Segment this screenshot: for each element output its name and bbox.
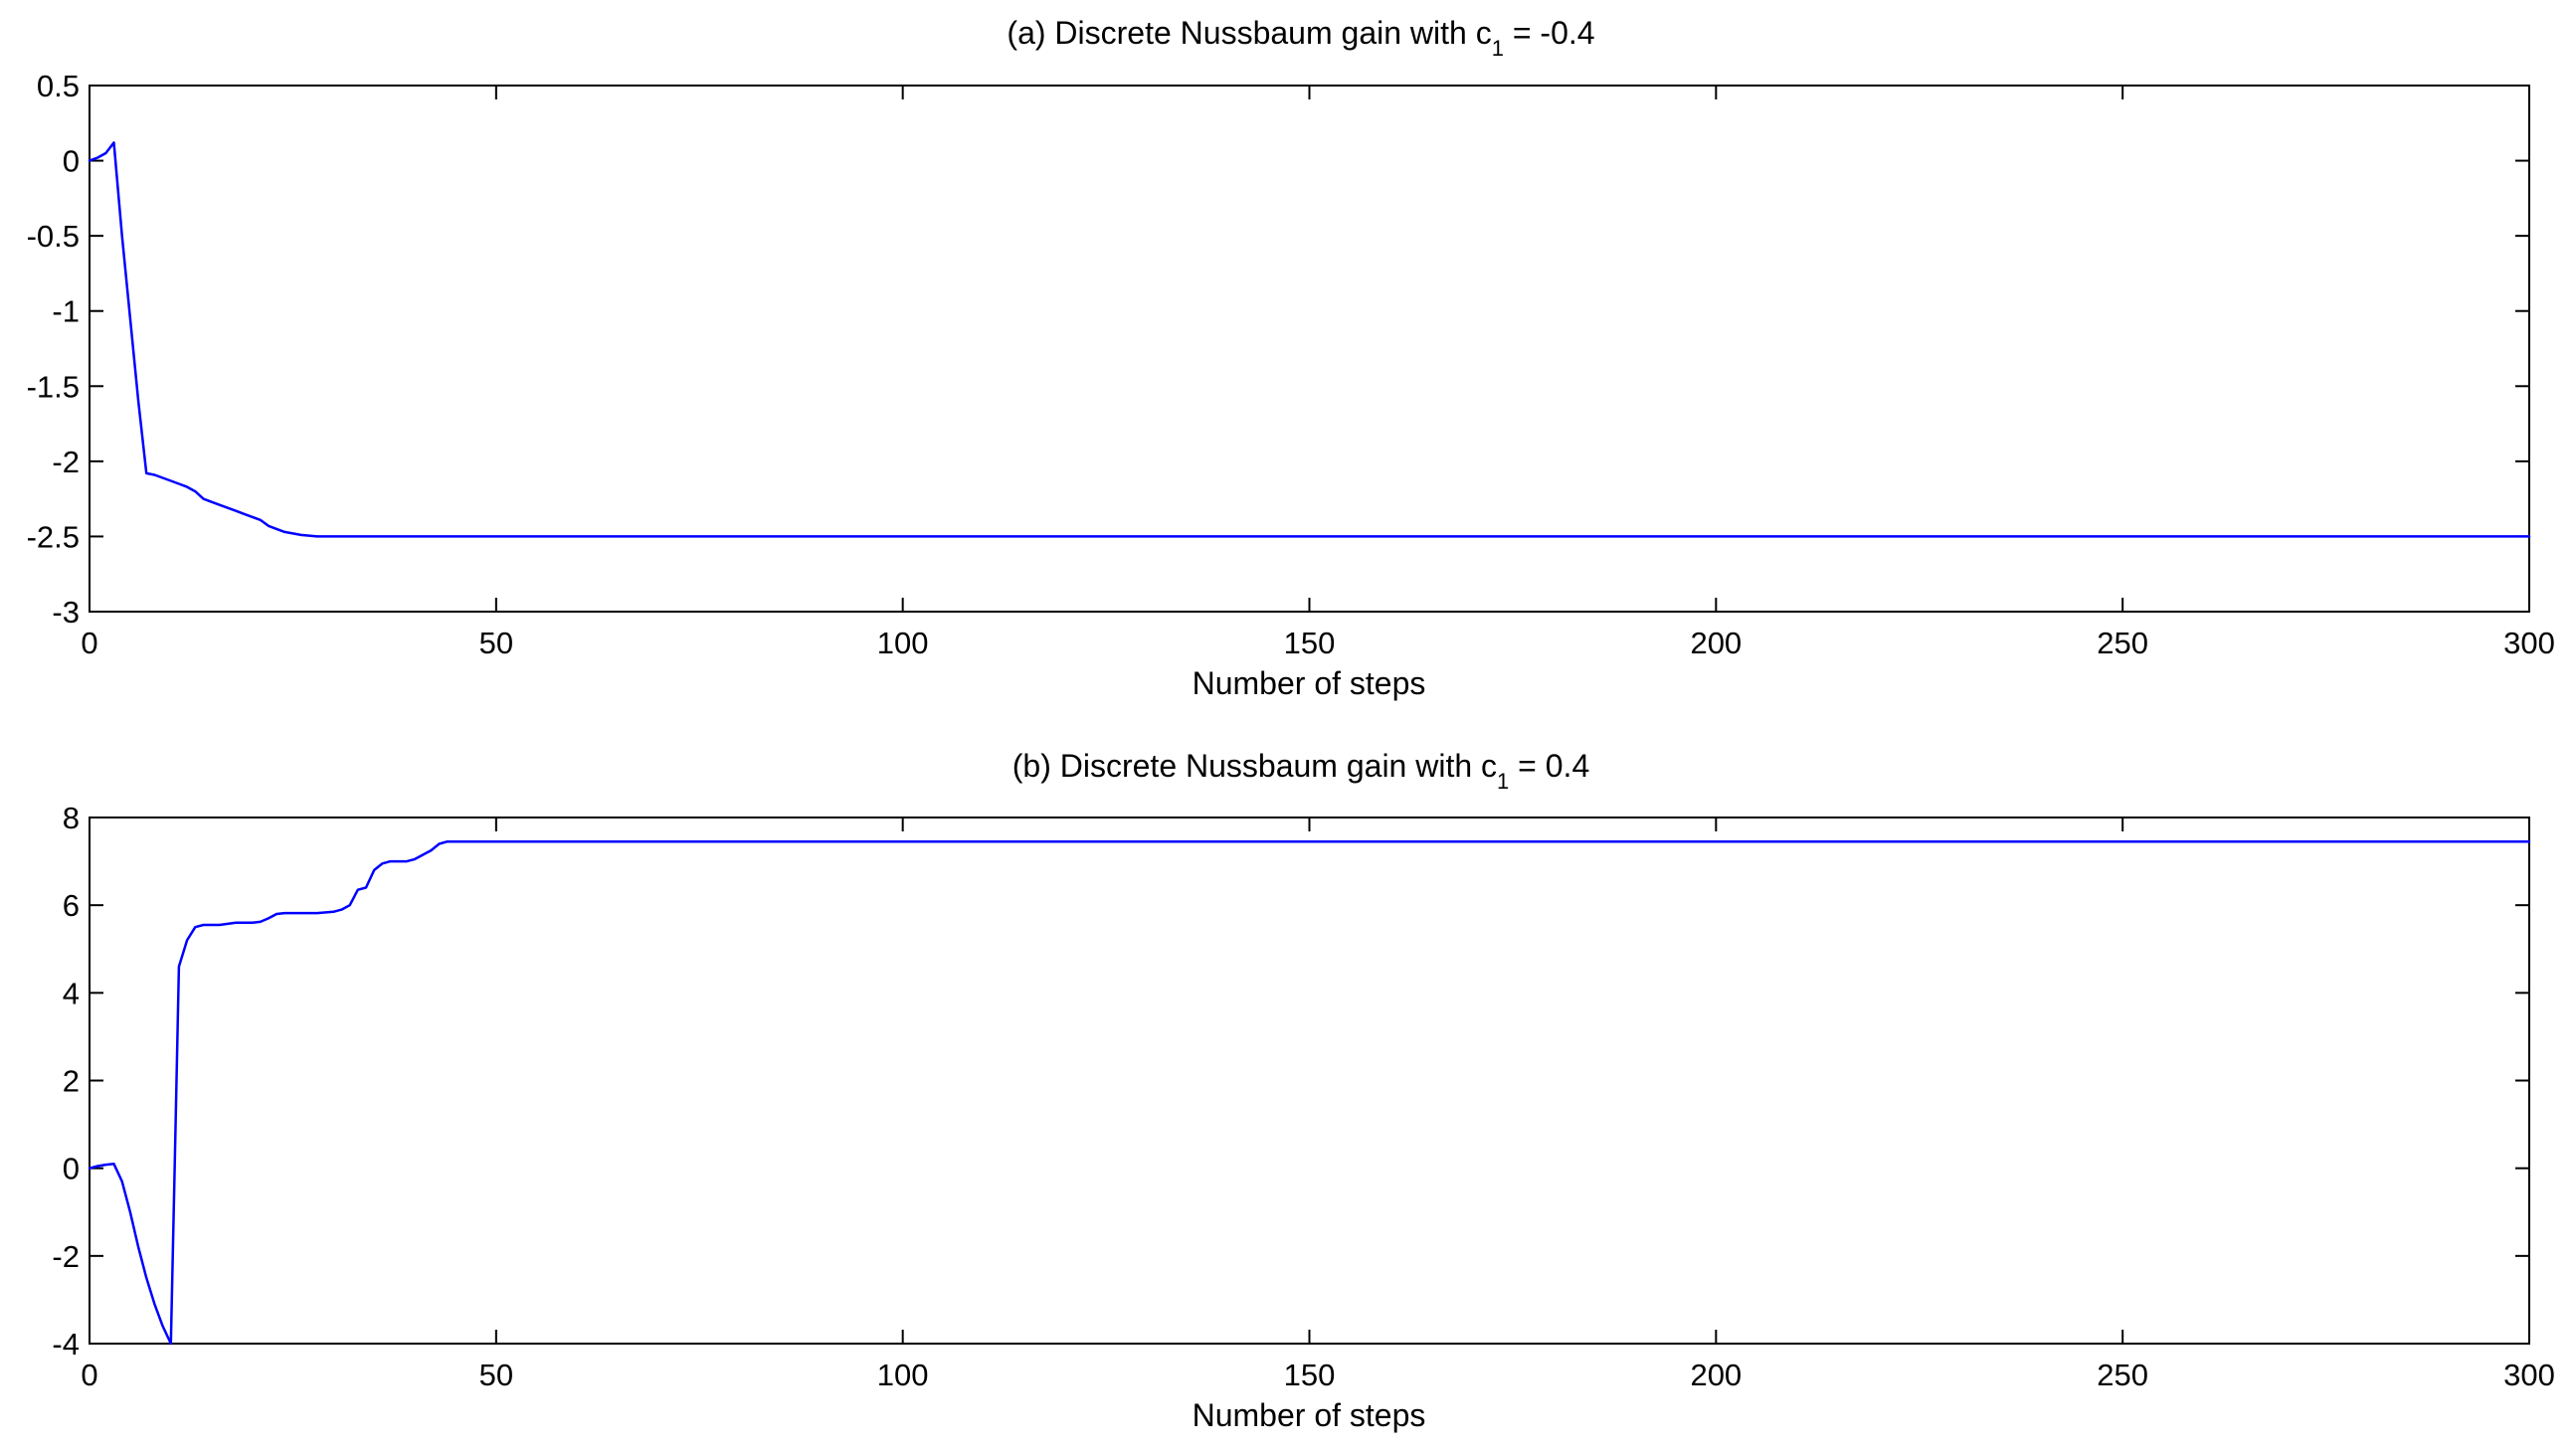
subplot-b-xtick-label: 50 [479, 1358, 513, 1392]
subplot-b-ytick-label: 6 [63, 888, 80, 923]
subplot-a-ytick-label: -1 [52, 294, 80, 329]
subplot-b-axes [89, 817, 2530, 1345]
subplot-b-ytick-label: -2 [52, 1239, 80, 1274]
subplot-b-xtick-label: 200 [1690, 1358, 1742, 1392]
subplot-a-xlabel: Number of steps [1193, 665, 1426, 701]
subplot-b-xtick-label: 250 [2097, 1358, 2148, 1392]
subplot-a-ytick-label: 0 [63, 144, 80, 179]
subplot-a: (a) Discrete Nussbaum gain with c1 = -0.… [27, 15, 2555, 701]
subplot-b-ytick-label: 0 [63, 1152, 80, 1186]
subplot-a-series-line-0 [88, 141, 2531, 538]
subplot-a-axes [89, 85, 2530, 613]
subplot-a-xtick-label: 150 [1284, 626, 1336, 660]
subplot-b-ytick-label: -4 [52, 1327, 80, 1362]
subplot-a-ytick-label: -3 [52, 595, 80, 630]
subplot-b-xtick-label: 300 [2503, 1358, 2555, 1392]
subplot-a-ticks: 0 50 100 150 200 250 300 0.5 0 -0.5 -1 -1.5 -2 -2.5 -3 [27, 69, 2555, 660]
subplot-b-ytick-label: 2 [63, 1064, 80, 1099]
subplot-b-ytick-label: 8 [63, 801, 80, 835]
subplot-a-xtick-label: 250 [2097, 626, 2148, 660]
subplot-b-xlabel: Number of steps [1193, 1397, 1426, 1433]
subplot-b-ticks: 0 50 100 150 200 250 300 8 6 4 2 0 -2 -4 [52, 801, 2554, 1392]
subplot-b: (b) Discrete Nussbaum gain with c1 = 0.4… [52, 748, 2554, 1433]
subplot-a-title: (a) Discrete Nussbaum gain with c1 = -0.… [1007, 15, 1594, 61]
subplot-a-xtick-label: 50 [479, 626, 513, 660]
subplot-b-xtick-label: 0 [81, 1358, 97, 1392]
subplot-a-xtick-label: 100 [877, 626, 929, 660]
subplot-b-title: (b) Discrete Nussbaum gain with c1 = 0.4 [1012, 748, 1589, 794]
subplot-b-ytick-label: 4 [63, 976, 80, 1010]
subplot-a-xtick-label: 300 [2503, 626, 2555, 660]
subplot-b-series-line-0 [88, 839, 2531, 1346]
subplot-b-xtick-label: 150 [1284, 1358, 1336, 1392]
subplot-a-ytick-label: -0.5 [27, 219, 80, 254]
subplot-a-xtick-label: 0 [81, 626, 97, 660]
subplot-a-xtick-label: 200 [1690, 626, 1742, 660]
subplot-a-ytick-label: 0.5 [37, 69, 80, 103]
subplot-a-ytick-label: -2 [52, 445, 80, 479]
subplot-b-xtick-label: 100 [877, 1358, 929, 1392]
subplot-a-ytick-label: -1.5 [27, 369, 80, 404]
subplot-a-lines [88, 141, 2531, 538]
subplot-b-lines [88, 839, 2531, 1346]
subplot-a-ytick-label: -2.5 [27, 519, 80, 554]
